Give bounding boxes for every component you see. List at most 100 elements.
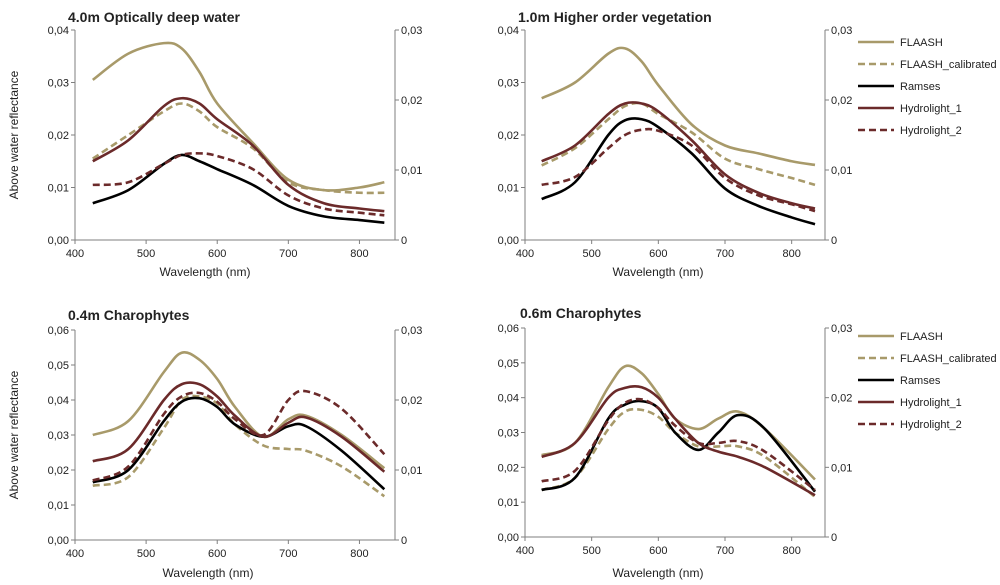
y2-tick-label: 0 [401,235,407,247]
x-tick-label: 600 [208,548,226,560]
legend-top: FLAASH FLAASH_calibrated Ramses Hydrolight_… [858,37,997,137]
chart-panel-charophytes-0-6m: 0.6m Charophytes Wavelength (nm) 400 500 6… [498,305,853,580]
y2-tick-label: 0 [831,235,837,247]
y-axis-title: Above water reflectance [7,70,21,199]
series-line-flaash [91,41,385,192]
y-tick-label: 0,00 [48,535,69,547]
y-tick-label: 0,03 [48,430,69,442]
y2-tick-label: 0,03 [831,323,852,335]
series-line-hydrolight-1 [541,384,816,497]
y-tick-label: 0,01 [48,183,69,195]
x-tick-label: 500 [137,548,155,560]
y2-tick-label: 0,01 [401,465,422,477]
series-line-hydrolight-2 [92,389,386,482]
legend-label: Ramses [900,81,941,93]
y-tick-label: 0,06 [48,325,69,337]
y-tick-label: 0,05 [48,360,69,372]
x-tick-label: 800 [782,545,800,557]
panel-title: 4.0m Optically deep water [68,9,241,25]
x-tick-label: 800 [782,248,800,260]
y-tick-label: 0,05 [498,358,519,370]
y-tick-label: 0,02 [48,465,69,477]
y-tick-label: 0,04 [498,25,519,37]
y-tick-label: 0,02 [498,130,519,142]
y-tick-label: 0,06 [498,323,519,335]
series-line-flaash-calibrated [541,101,816,187]
legend-label: FLAASH [900,331,943,343]
x-tick-label: 600 [208,248,226,260]
x-axis-title: Wavelength (nm) [613,566,704,580]
y2-tick-label: 0,02 [401,95,422,107]
legend-label: FLAASH_calibrated [900,353,997,365]
y2-tick-label: 0,02 [401,395,422,407]
panel-title: 0.4m Charophytes [68,307,190,323]
x-axis-title: Wavelength (nm) [613,265,704,279]
y-tick-label: 0,04 [48,395,69,407]
series-line-hydrolight-1 [541,101,816,210]
x-axis-title: Wavelength (nm) [163,566,254,580]
y-tick-label: 0,00 [498,235,519,247]
series-line-flaash-calibrated [92,102,385,195]
series-line-hydrolight-2 [541,127,816,213]
y2-tick-label: 0,03 [831,25,852,37]
series-line-ramses [92,396,386,491]
chart-panel-optically-deep-water: 4.0m Optically deep water Wavelength (nm… [7,9,422,279]
x-tick-label: 800 [350,548,368,560]
y-tick-label: 0,04 [498,393,519,405]
x-tick-label: 700 [716,545,734,557]
x-tick-label: 500 [137,248,155,260]
y-tick-label: 0,01 [498,183,519,195]
y2-tick-label: 0,03 [401,25,422,37]
x-tick-label: 700 [279,548,297,560]
x-tick-label: 600 [649,545,667,557]
y2-tick-label: 0,02 [831,95,852,107]
y-tick-label: 0,01 [498,497,519,509]
series-line-hydrolight-1 [92,96,385,213]
legend-label: Hydrolight_2 [900,419,962,431]
y2-tick-label: 0,01 [831,462,852,474]
y-tick-label: 0,00 [48,235,69,247]
panel-title: 1.0m Higher order vegetation [518,9,712,25]
chart-panel-charophytes-0-4m: 0.4m Charophytes Wavelength (nm) Above w… [7,307,422,580]
legend-label: Hydrolight_2 [900,125,962,137]
chart-panel-higher-order-vegetation: 1.0m Higher order vegetation Wavelength … [498,9,853,279]
series-line-hydrolight-1 [92,381,386,473]
series-line-flaash [541,46,816,167]
series-line-ramses [541,117,816,226]
x-tick-label: 700 [716,248,734,260]
legend-label: FLAASH_calibrated [900,59,997,71]
y2-tick-label: 0,03 [401,325,422,337]
series-line-ramses [92,153,385,224]
series-line-hydrolight-2 [541,397,816,492]
y2-tick-label: 0,01 [401,165,422,177]
y-tick-label: 0,01 [48,500,69,512]
x-tick-label: 600 [649,248,667,260]
x-tick-label: 400 [516,545,534,557]
panel-title: 0.6m Charophytes [520,305,642,321]
x-tick-label: 500 [582,545,600,557]
x-tick-label: 400 [66,548,84,560]
x-tick-label: 700 [279,248,297,260]
y2-tick-label: 0 [831,532,837,544]
y-tick-label: 0,03 [498,428,519,440]
y2-tick-label: 0,01 [831,165,852,177]
series-line-flaash-calibrated [541,407,816,498]
x-tick-label: 500 [582,248,600,260]
legend-label: FLAASH [900,37,943,49]
x-axis-title: Wavelength (nm) [160,265,251,279]
series-line-flaash [92,350,386,470]
y-tick-label: 0,00 [498,532,519,544]
x-tick-label: 800 [350,248,368,260]
x-tick-label: 400 [66,248,84,260]
y-tick-label: 0,03 [498,78,519,90]
y-tick-label: 0,02 [48,130,69,142]
legend-label: Hydrolight_1 [900,103,962,115]
x-tick-label: 400 [516,248,534,260]
series-line-ramses [541,399,817,493]
y-tick-label: 0,02 [498,462,519,474]
legend-bottom: FLAASH FLAASH_calibrated Ramses Hydrolight_… [858,331,997,431]
legend-label: Ramses [900,375,941,387]
y-tick-label: 0,03 [48,78,69,90]
y2-tick-label: 0 [401,535,407,547]
